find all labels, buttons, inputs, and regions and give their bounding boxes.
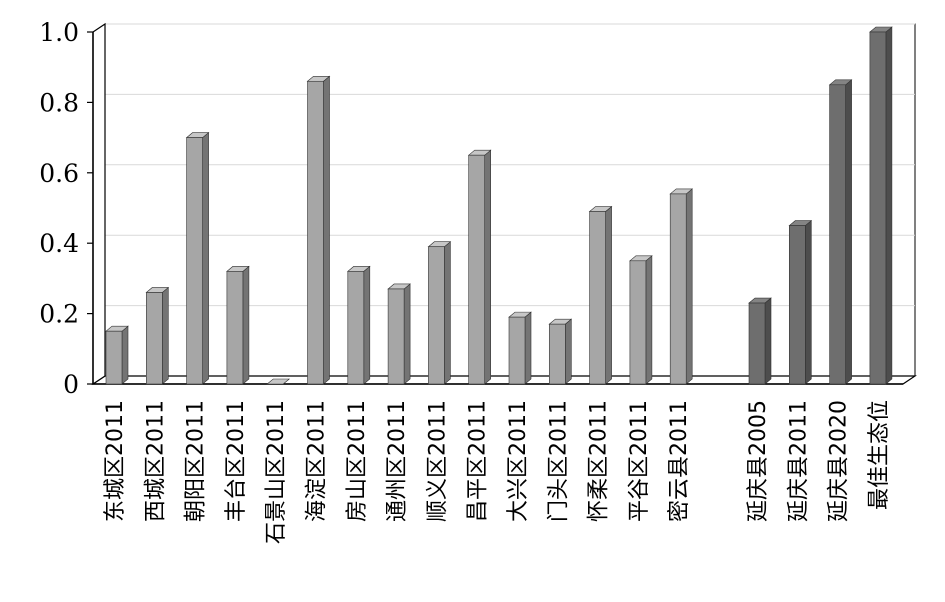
x-tick-label: 延庆县2020 [827,400,852,522]
bars [105,26,893,385]
bar-17 [788,219,813,385]
y-tick-labels: 0 0.2 0.4 0.6 0.8 1.0 [39,18,79,399]
bar-13 [588,205,613,385]
bar-7 [346,265,371,385]
x-tick-label: 海淀区2011 [305,400,330,522]
bar-front [589,211,606,385]
bar-side [363,265,371,385]
bar-front [105,330,123,385]
bar-6 [306,75,331,385]
bar-11 [508,311,532,385]
bar-side [804,219,812,385]
bar-front [146,292,163,385]
bar-side [444,241,451,385]
bar-side [564,318,572,385]
bar-side [162,286,169,385]
x-tick-label: 最佳生态位 [867,400,892,510]
bar-10 [467,149,492,385]
bar-3 [185,131,210,385]
bar-side [885,26,893,385]
x-tick-label: 怀柔区2011 [587,400,612,522]
bar-side [764,297,772,385]
y-tick-label: 0.8 [39,88,79,117]
x-tick-label: 朝阳区2011 [184,400,209,522]
bar-12 [548,318,573,385]
bar-front [226,271,244,385]
bar-front [387,288,405,385]
bar-side [645,255,653,385]
bar-9 [427,241,452,385]
bar-side [845,79,852,385]
bar-19 [869,26,893,385]
x-tick-label: 平谷区2011 [627,400,652,522]
bar-side [403,283,411,385]
bar-15 [669,188,694,385]
y-tick-label: 0 [63,370,79,399]
y-tick-label: 0.6 [39,159,79,188]
bar-side [323,75,330,385]
y-tick-label: 0.2 [39,300,79,329]
x-tick-label: 顺义区2011 [425,400,450,522]
bar-front [428,246,445,385]
bar-16 [748,297,772,385]
bar-front [788,225,806,385]
bar-front [869,31,887,385]
bar-front [186,137,203,385]
bar-side [605,205,612,385]
bar-front [347,271,365,385]
x-tick-label: 西城区2011 [143,400,168,522]
left-wall [92,22,106,386]
bar-front [829,84,846,385]
x-tick-labels: 东城区2011 西城区2011 朝阳区2011 丰台区2011 石景山区2011 海淀区2… [103,400,892,544]
bar-2 [145,286,170,385]
bar-8 [387,283,411,385]
bar-side [484,149,492,385]
bar-front [508,316,526,385]
bar-front [468,154,486,385]
x-tick-label: 石景山区2011 [264,400,289,544]
x-tick-label: 延庆县2011 [786,400,811,522]
bar-4 [226,265,250,385]
x-tick-label: 大兴区2011 [506,400,531,522]
x-tick-label: 通州区2011 [385,400,410,522]
x-tick-label: 延庆县2005 [746,400,771,522]
bar-side [685,188,693,385]
x-tick-label: 门头区2011 [546,400,571,522]
y-tick-label: 0.4 [39,229,79,258]
x-tick-label: 房山区2011 [345,400,370,522]
bar-front [669,193,687,385]
x-tick-label: 丰台区2011 [224,400,249,522]
bar-side [524,311,532,385]
bar-14 [629,255,653,385]
bar-side [121,325,129,385]
x-tick-label: 昌平区2011 [466,400,491,522]
x-tick-label: 密云县2011 [667,400,692,522]
bar-side [202,131,209,385]
bar-5 [266,378,291,385]
bar-front [307,80,324,385]
bar-front [548,323,566,385]
bar-front [748,302,766,385]
bar-side [242,265,250,385]
bar-18 [828,79,853,385]
bar-1 [105,325,129,385]
bar-front [629,260,647,385]
bar-top [266,378,291,385]
y-tick-label: 1.0 [39,18,79,47]
x-tick-label: 东城区2011 [103,400,128,522]
